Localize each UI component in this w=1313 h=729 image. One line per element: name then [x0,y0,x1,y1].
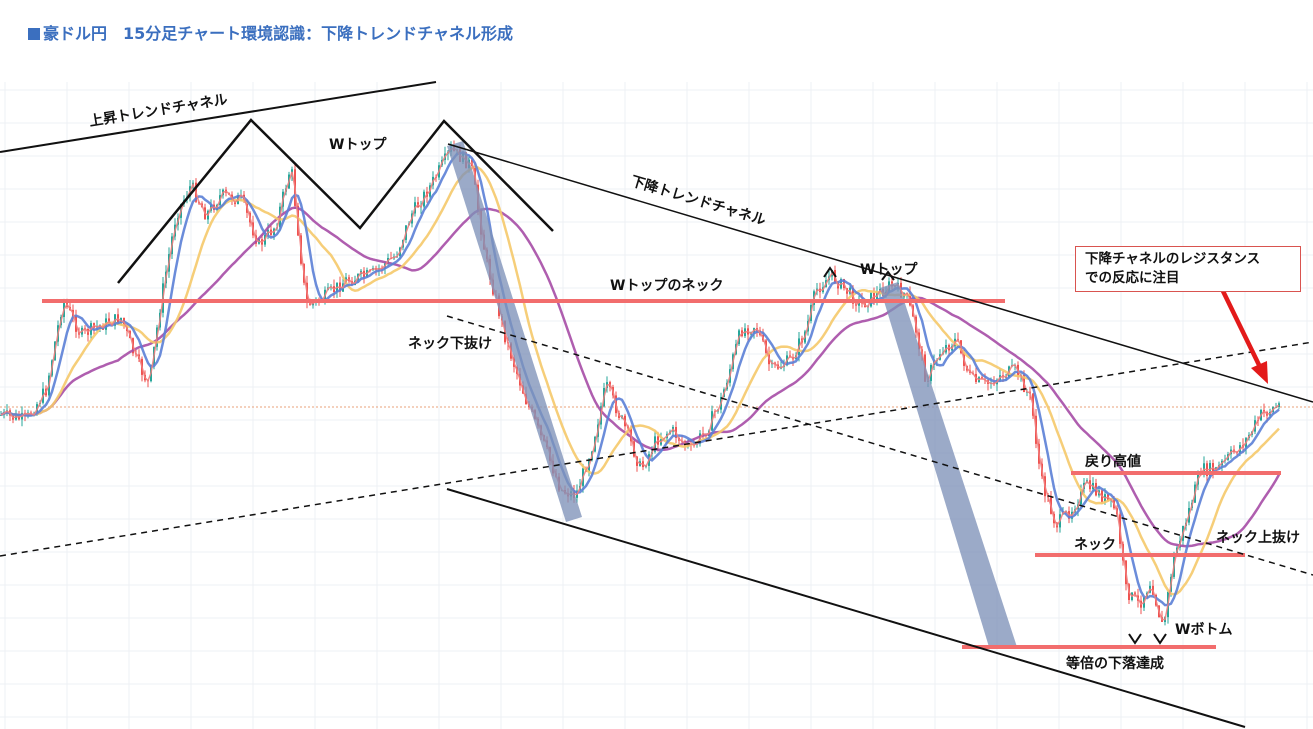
label-down-channel: 下降トレンドチャネル [629,173,768,229]
label-pullback-high: 戻り高値 [1084,453,1141,470]
chart-title: 豪ドル円 15分足チャート環境認識：下降トレンドチャネル形成 [28,20,513,44]
w-top-zigzag [117,118,554,284]
label-w-top-neck: Wトップのネック [610,278,723,294]
moving-averages [0,147,1281,621]
label-w-top-right: Wトップ [860,262,918,278]
label-neck: ネック [1074,537,1116,553]
label-neck-break-up: ネック上抜け [1216,529,1300,546]
label-neck-break-down: ネック下抜け [408,335,492,352]
chart-drawings [0,81,1313,728]
callout-arrow-head-icon [1251,361,1268,384]
candle-body [0,414,2,416]
label-w-bottom: Wボトム [1175,622,1232,638]
callout-line-1: 下降チャネルのレジスタンス [1085,251,1261,267]
up-channel-upper-line [0,81,437,153]
impulse-band-first [447,141,582,522]
label-up-channel: 上昇トレンドチャネル [88,92,229,130]
chart-grid [0,82,1313,729]
title-square-icon [28,28,40,40]
chart-title-text: 豪ドル円 15分足チャート環境認識：下降トレンドチャネル形成 [43,24,513,43]
ma-fast-line [0,147,1280,621]
ma-short-line [0,150,1280,607]
callout-line-2: での反応に注目 [1085,270,1180,286]
down-channel-lower-line [446,488,1246,728]
down-channel-upper-line [447,143,1313,403]
label-equal-drop: 等倍の下落達成 [1066,655,1164,672]
w-top-marker-left [823,266,837,278]
label-w-top-left: Wトップ [329,137,387,153]
w-bottom-marker-left [1128,633,1142,645]
down-channel-mid-line [446,315,1313,576]
ma-mid-line [0,165,1280,596]
callout-arrow-shaft [1218,286,1263,368]
w-top-marker-right [881,270,895,281]
callout-box: 下降チャネルのレジスタンス での反応に注目 [1075,246,1301,292]
up-channel-lower-line [0,341,1313,557]
impulse-band-second [880,282,1017,647]
w-bottom-marker-right [1153,633,1167,645]
